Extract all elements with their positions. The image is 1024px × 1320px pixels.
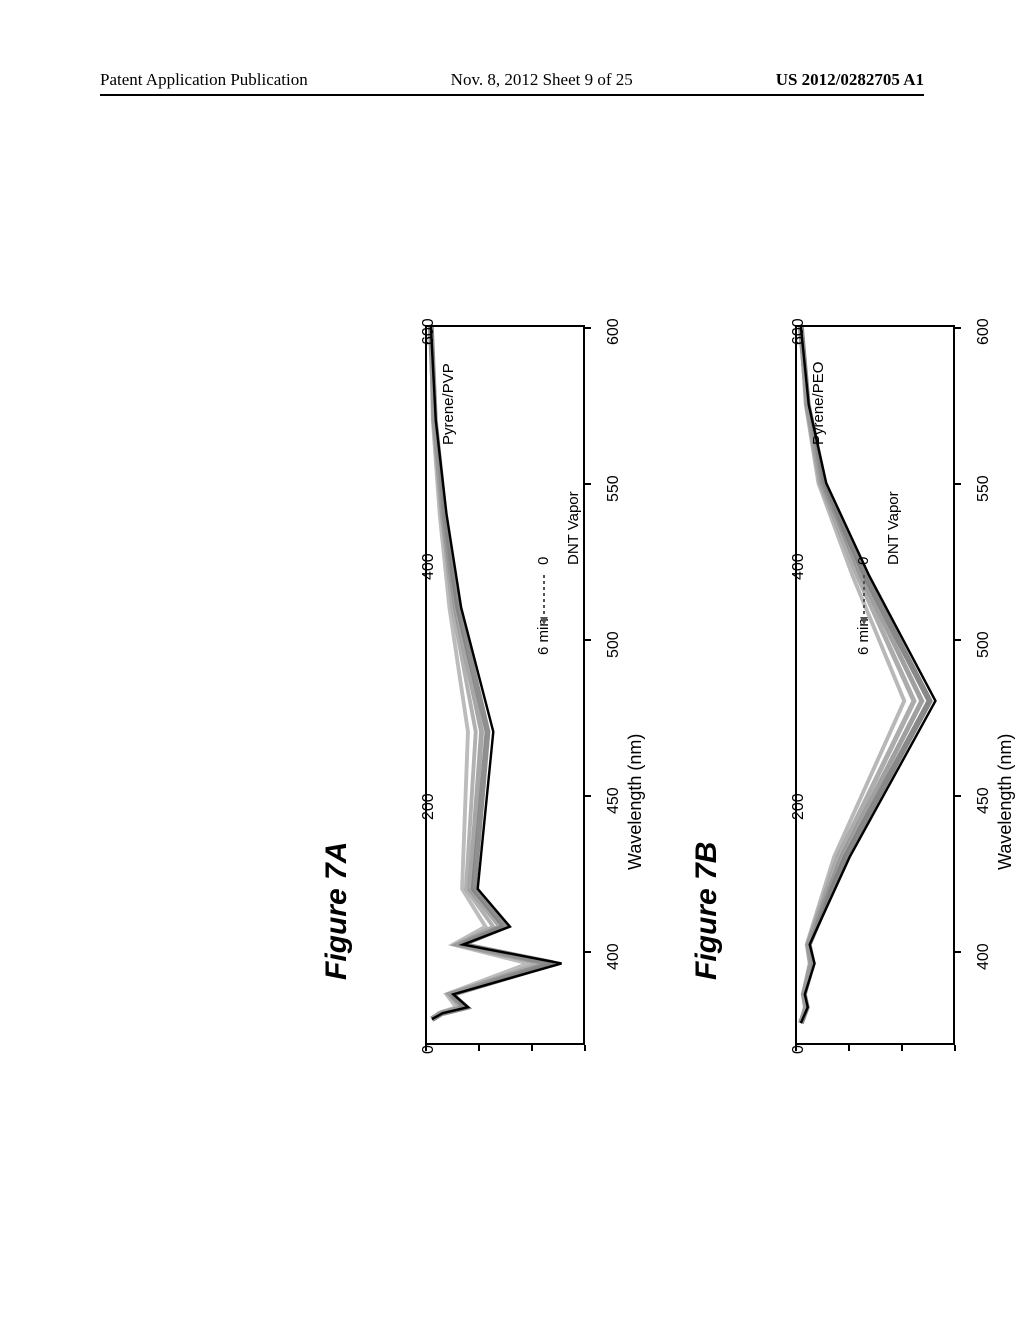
down-arrow-icon: [856, 570, 872, 630]
xtick-b-400: 400: [975, 943, 993, 970]
xtick-550: 550: [605, 475, 623, 502]
figure-7b-title: Figure 7B: [690, 842, 724, 980]
page-header: Patent Application Publication Nov. 8, 2…: [100, 70, 924, 96]
fig-a-sample-label: Pyrene/PVP: [440, 363, 457, 445]
ytick-200: 200: [420, 793, 438, 820]
xtick-b-450: 450: [975, 787, 993, 814]
header-center: Nov. 8, 2012 Sheet 9 of 25: [451, 70, 633, 90]
ytick-b-600: 600: [790, 318, 808, 345]
ytick-b-200: 200: [790, 793, 808, 820]
xtick-b-500: 500: [975, 631, 993, 658]
xtick-400: 400: [605, 943, 623, 970]
figure-7a-title: Figure 7A: [320, 842, 354, 980]
xtick-b-600: 600: [975, 318, 993, 345]
header-right: US 2012/0282705 A1: [776, 70, 924, 90]
xtick-500: 500: [605, 631, 623, 658]
xtick-b-550: 550: [975, 475, 993, 502]
fig-a-vapor-label: DNT Vapor: [565, 491, 582, 565]
down-arrow-icon: [536, 570, 552, 630]
figure-7b: Figure 7B Fluorescence Intensity (a. u.)…: [630, 230, 1024, 1130]
fig-b-time-0: 0: [855, 557, 872, 565]
fig-b-vapor-label: DNT Vapor: [885, 491, 902, 565]
header-left: Patent Application Publication: [100, 70, 308, 90]
ytick-b-0: 0: [790, 1045, 808, 1054]
figure-7b-xlabel: Wavelength (nm): [995, 734, 1016, 870]
ytick-b-400: 400: [790, 553, 808, 580]
ytick-400: 400: [420, 553, 438, 580]
ytick-0: 0: [420, 1045, 438, 1054]
xtick-600: 600: [605, 318, 623, 345]
fig-b-sample-label: Pyrene/PEO: [810, 362, 827, 445]
fig-a-time-0: 0: [535, 557, 552, 565]
xtick-450: 450: [605, 787, 623, 814]
ytick-600: 600: [420, 318, 438, 345]
